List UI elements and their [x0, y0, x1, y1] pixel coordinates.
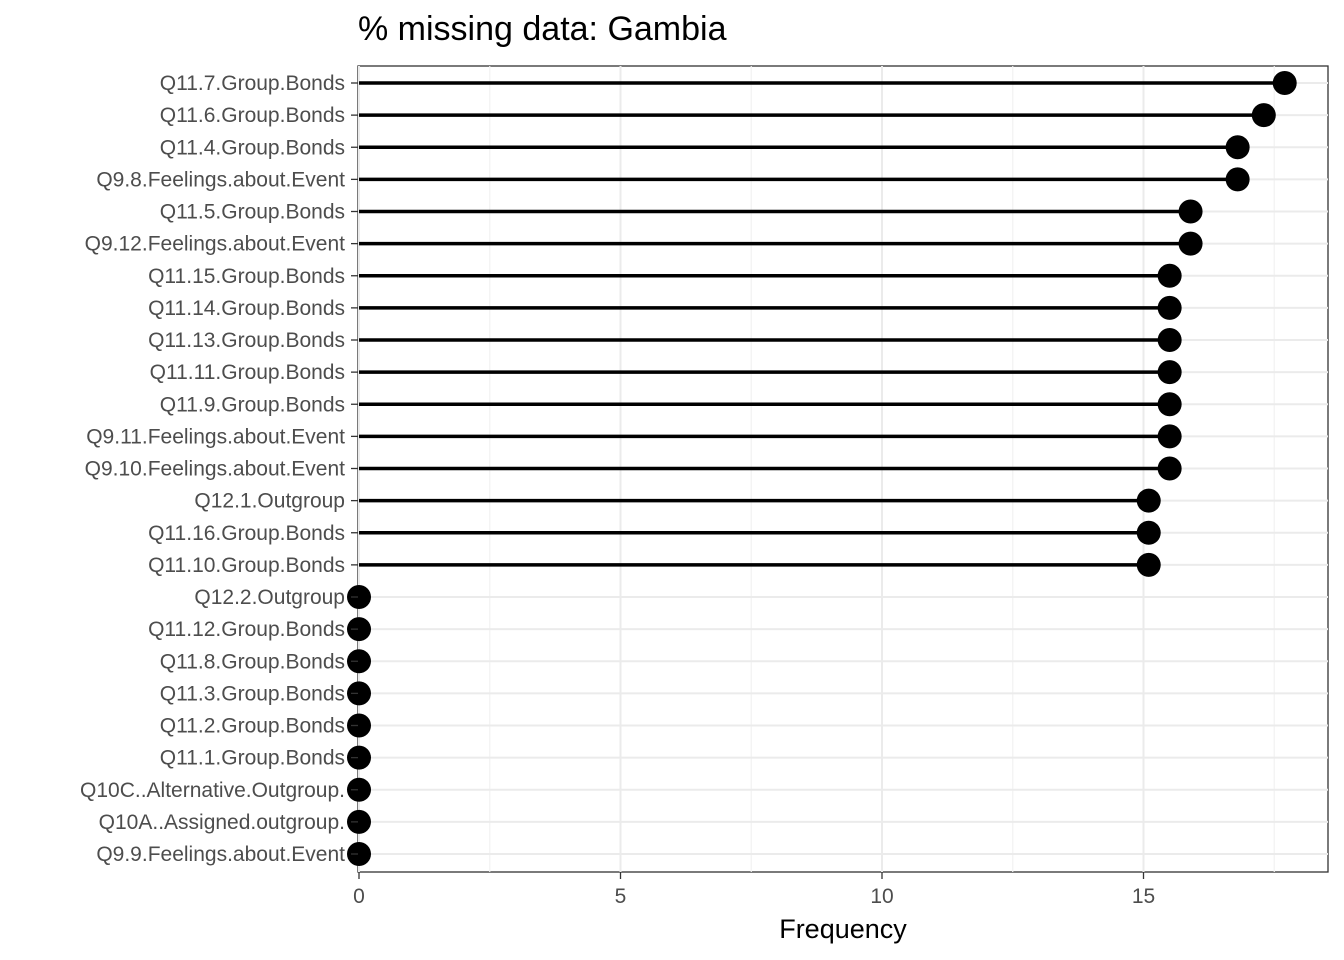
- y-tick-label: Q11.12.Group.Bonds: [148, 618, 345, 641]
- y-tick-label: Q11.9.Group.Bonds: [160, 393, 345, 416]
- y-tick-label: Q11.5.Group.Bonds: [160, 201, 345, 224]
- lollipop-dot: [1136, 488, 1161, 513]
- y-tick-label: Q11.16.Group.Bonds: [148, 522, 345, 545]
- lollipop-dot: [1136, 552, 1161, 577]
- y-tick-label: Q11.4.Group.Bonds: [160, 136, 345, 159]
- lollipop-dot: [1157, 360, 1182, 385]
- y-tick-label: Q11.10.Group.Bonds: [148, 554, 345, 577]
- x-tick-label: 5: [615, 885, 627, 908]
- lollipop-dot: [1225, 167, 1250, 192]
- y-tick-label: Q11.6.Group.Bonds: [160, 104, 345, 127]
- y-axis-labels: Q11.7.Group.Bonds Q11.6.Group.Bonds Q11.4.…: [80, 72, 345, 866]
- lollipop-dot: [1251, 103, 1276, 128]
- lollipop-dot: [1157, 295, 1182, 320]
- lollipop-dot: [347, 745, 371, 770]
- y-tick-label: Q12.2.Outgroup: [194, 586, 345, 609]
- lollipop-dot: [1272, 71, 1297, 95]
- lollipop-dot: [1225, 135, 1250, 160]
- lollipop-dot: [1178, 199, 1203, 224]
- y-tick-label: Q11.11.Group.Bonds: [150, 361, 345, 384]
- x-tick-label: 10: [870, 885, 893, 908]
- lollipop-dot: [1157, 424, 1182, 449]
- lollipop-dot: [347, 681, 371, 706]
- x-tick-label: 15: [1132, 885, 1155, 908]
- lollipop-dot: [347, 777, 371, 802]
- lollipop-dot: [347, 617, 371, 642]
- y-tick-label: Q11.3.Group.Bonds: [160, 682, 345, 705]
- y-tick-label: Q9.12.Feelings.about.Event: [85, 233, 346, 256]
- lollipop-dots: [347, 71, 1297, 866]
- y-tick-label: Q10A..Assigned.outgroup.: [99, 811, 345, 834]
- lollipop-dot: [1136, 520, 1161, 545]
- lollipop-dot: [1178, 231, 1203, 256]
- lollipop-dot: [1157, 392, 1182, 417]
- chart-title: % missing data: Gambia: [358, 10, 727, 48]
- y-tick-label: Q11.7.Group.Bonds: [160, 72, 345, 95]
- y-tick-label: Q9.8.Feelings.about.Event: [96, 168, 345, 191]
- lollipop-dot: [347, 713, 371, 738]
- lollipop-stems: [359, 81, 1285, 567]
- y-tick-label: Q9.10.Feelings.about.Event: [85, 458, 346, 481]
- y-tick-label: Q10C..Alternative.Outgroup.: [80, 779, 345, 802]
- x-axis-label: Frequency: [779, 914, 907, 944]
- y-tick-label: Q11.15.Group.Bonds: [148, 265, 345, 288]
- y-tick-label: Q11.2.Group.Bonds: [160, 715, 345, 738]
- y-tick-label: Q11.13.Group.Bonds: [148, 329, 345, 352]
- y-tick-label: Q11.1.Group.Bonds: [160, 747, 345, 770]
- x-axis-tick-labels: 0 5 10 15: [353, 885, 1155, 908]
- y-tick-label: Q9.11.Feelings.about.Event: [86, 425, 345, 448]
- y-axis-ticks: [351, 82, 358, 855]
- lollipop-dot: [347, 649, 371, 674]
- lollipop-dot: [1157, 456, 1182, 481]
- lollipop-dot: [347, 842, 371, 866]
- y-tick-label: Q11.8.Group.Bonds: [160, 650, 345, 673]
- lollipop-dot: [1157, 263, 1182, 288]
- lollipop-dot: [1157, 328, 1182, 352]
- y-tick-label: Q11.14.Group.Bonds: [148, 297, 345, 320]
- lollipop-dot: [347, 585, 371, 609]
- lollipop-dot: [347, 809, 371, 834]
- y-tick-label: Q9.9.Feelings.about.Event: [96, 843, 345, 866]
- y-tick-label: Q12.1.Outgroup: [194, 490, 345, 513]
- x-tick-label: 0: [353, 885, 365, 908]
- x-axis-ticks: [358, 872, 1145, 879]
